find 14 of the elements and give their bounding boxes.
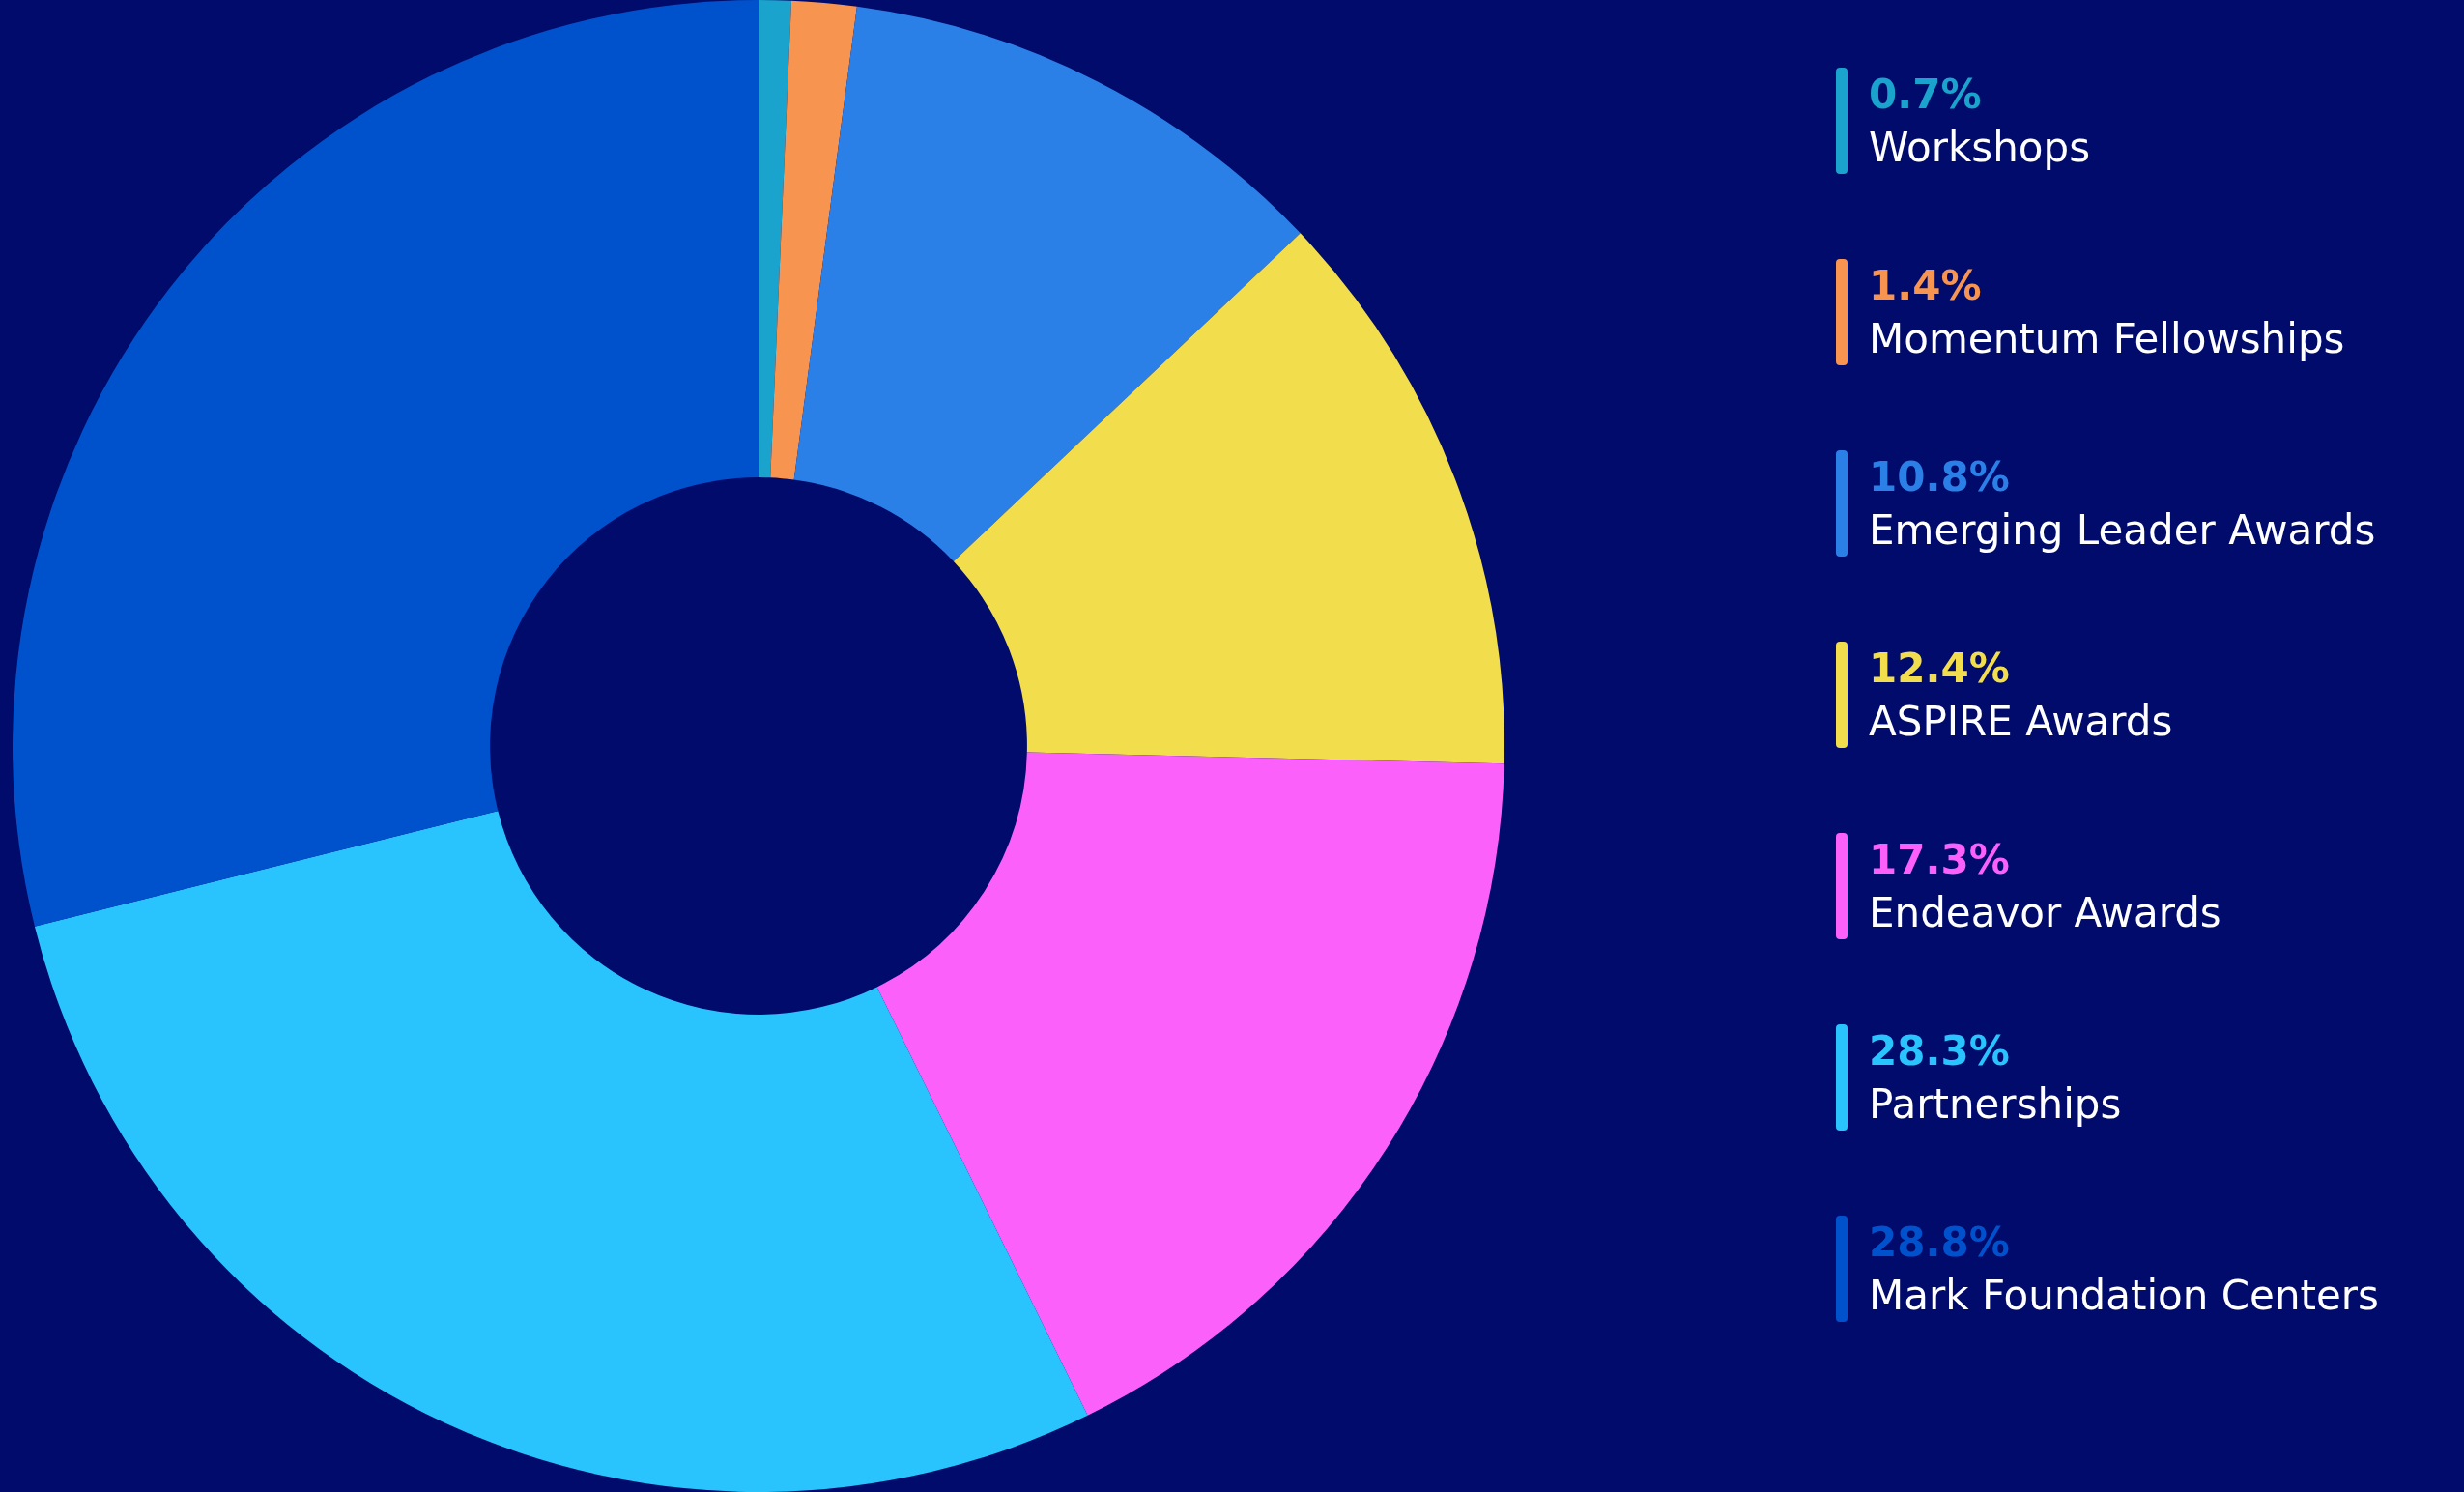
data-label: 17.3% [1869, 835, 2010, 885]
legend-label: Partnerships [1869, 1079, 2122, 1130]
legend-label: Workshops [1869, 123, 2091, 173]
legend-label: Momentum Fellowships [1869, 314, 2345, 364]
data-label: 10.8% [1869, 452, 2010, 502]
legend-label: Emerging Leader Awards [1869, 505, 2376, 556]
legend-label: Mark Foundation Centers [1869, 1271, 2379, 1321]
data-label: 12.4% [1869, 644, 2010, 694]
legend-label: Endeavor Awards [1869, 888, 2221, 938]
data-label: 28.3% [1869, 1026, 2010, 1076]
legend-label: ASPIRE Awards [1869, 697, 2173, 747]
data-label: 0.7% [1869, 70, 1982, 120]
data-label: 28.8% [1869, 1218, 2010, 1268]
data-label: 1.4% [1869, 261, 1982, 311]
